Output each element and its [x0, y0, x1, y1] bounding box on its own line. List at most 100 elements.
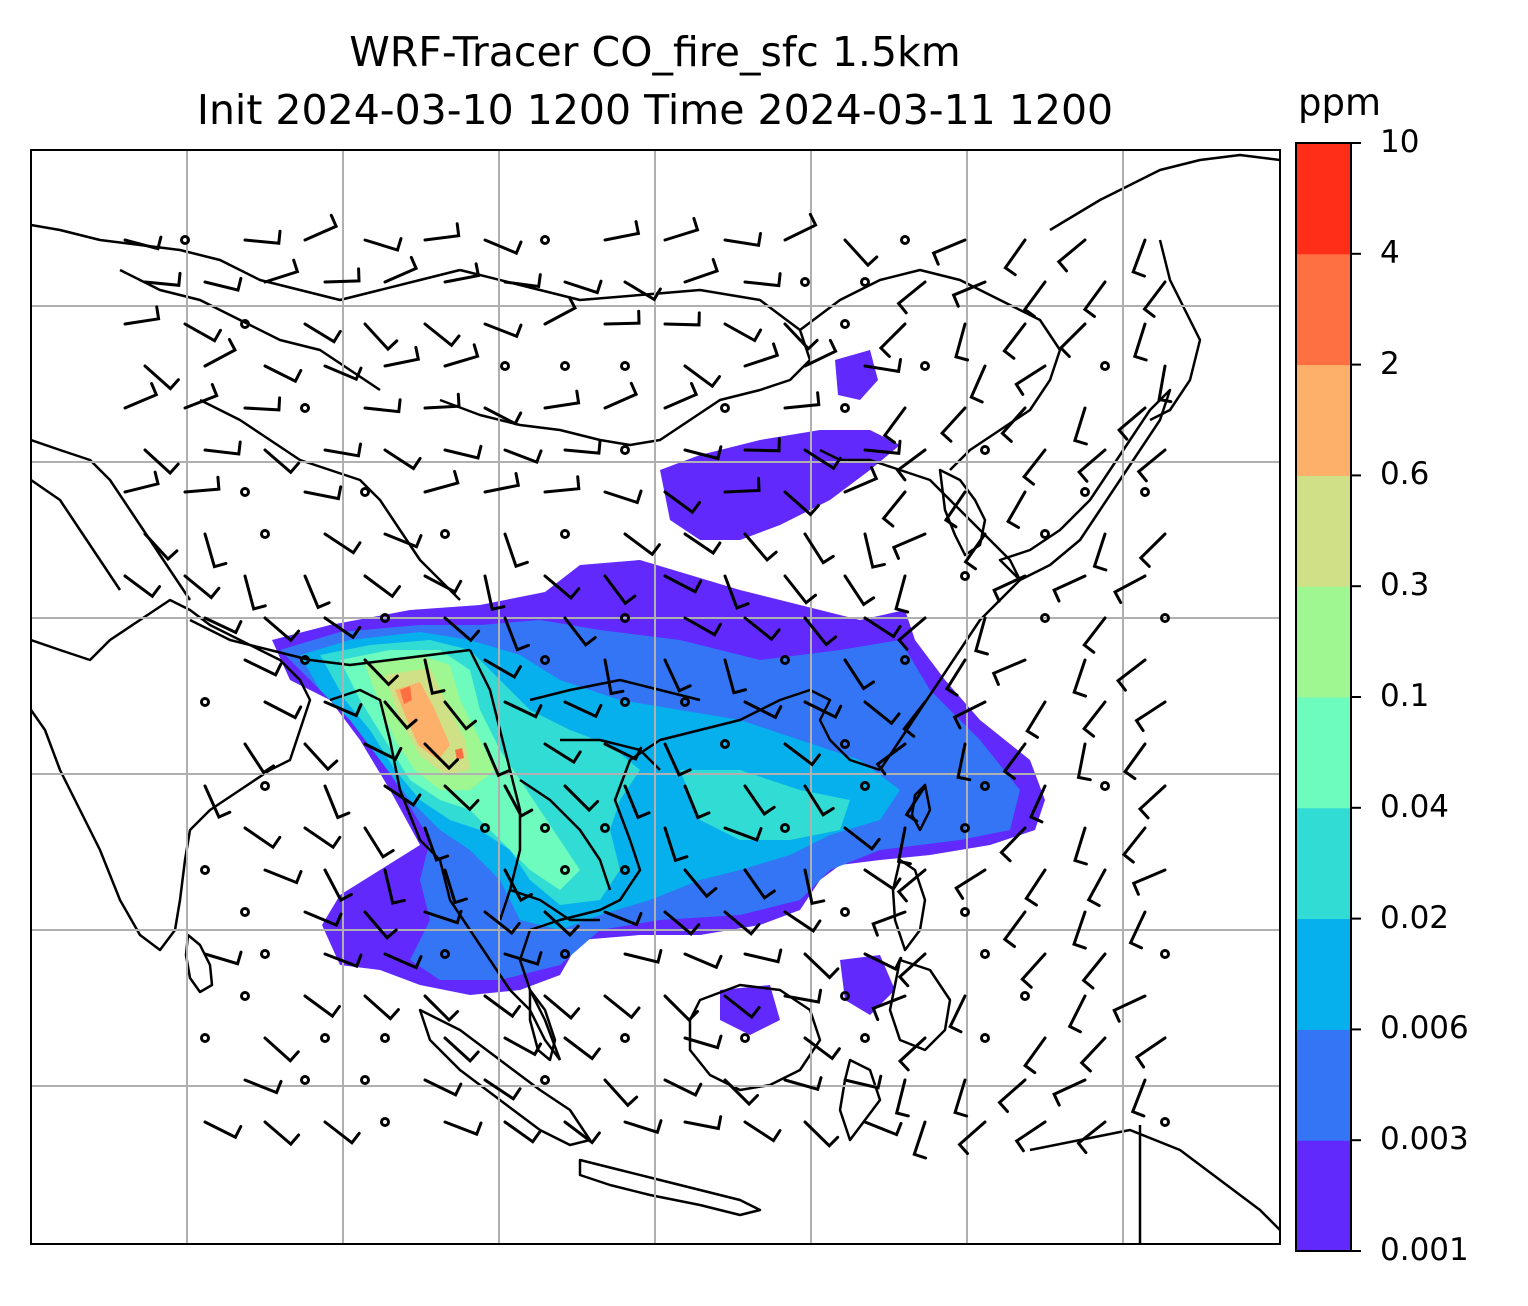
wind-barb — [803, 1036, 841, 1061]
calm-wind-marker — [180, 235, 190, 245]
calm-wind-marker — [1020, 991, 1030, 1001]
wind-barb — [743, 532, 778, 563]
plume-level-2-b — [455, 748, 464, 760]
wind-barb — [423, 392, 461, 410]
calm-wind-marker — [840, 403, 850, 413]
wind-barb — [896, 868, 927, 903]
wind-barb — [203, 440, 242, 456]
wind-barb — [743, 784, 776, 817]
colorbar-band-9 — [1296, 143, 1351, 255]
wind-barb — [623, 1119, 663, 1135]
wind-barb — [952, 700, 987, 730]
wind-barb — [423, 1078, 463, 1097]
wind-barb — [183, 574, 221, 600]
wind-barb — [843, 1074, 883, 1090]
wind-barb — [783, 574, 817, 605]
wind-barb — [723, 477, 761, 494]
wind-barb — [263, 448, 301, 475]
wind-barb — [1058, 322, 1087, 358]
calm-wind-marker — [1160, 949, 1170, 959]
calm-wind-marker — [500, 361, 510, 371]
calm-wind-marker — [840, 739, 850, 749]
wind-barb — [954, 868, 987, 900]
wind-barb — [1076, 742, 1092, 782]
wind-barb — [363, 994, 400, 1021]
wind-barb — [904, 784, 927, 823]
wind-barb — [683, 952, 723, 970]
colorbar-band-8 — [1296, 253, 1351, 366]
wind-barb — [623, 949, 663, 964]
wind-barb — [843, 574, 876, 607]
calm-wind-marker — [860, 781, 870, 791]
wind-barb — [1081, 700, 1107, 738]
wind-barb — [863, 439, 902, 455]
wind-barb — [1131, 868, 1167, 896]
wind-barb — [783, 322, 819, 351]
calm-wind-marker — [860, 277, 870, 287]
wind-barb — [663, 742, 692, 777]
calm-wind-marker — [1040, 613, 1050, 623]
calm-wind-marker — [300, 403, 310, 413]
colorbar-tick-label: 0.6 — [1380, 456, 1430, 493]
wind-barb — [803, 616, 838, 647]
wind-barb — [1073, 406, 1088, 446]
coast-india — [31, 598, 312, 952]
wind-barb — [383, 345, 421, 368]
wind-barb — [878, 322, 907, 358]
wind-barb — [1056, 238, 1087, 273]
wind-barb — [423, 658, 446, 695]
wind-barb — [999, 826, 1027, 863]
wind-barb — [743, 948, 783, 964]
wind-barb — [383, 868, 406, 905]
calm-wind-marker — [780, 655, 790, 665]
wind-barb — [443, 444, 483, 460]
calm-wind-marker — [840, 319, 850, 329]
wind-barb — [143, 271, 182, 287]
wind-barb — [1134, 700, 1167, 733]
colorbar-band-2 — [1296, 918, 1351, 1030]
calm-wind-marker — [360, 1075, 370, 1085]
wind-barb — [723, 232, 762, 248]
wind-barbs — [123, 212, 1173, 1160]
calm-wind-marker — [620, 613, 630, 623]
plume-level-2 — [400, 686, 412, 704]
wind-barb — [894, 574, 910, 614]
calm-wind-marker — [1100, 781, 1110, 791]
wind-barb — [953, 1078, 969, 1118]
colorbar-band-7 — [1296, 364, 1351, 476]
wind-barb — [443, 262, 481, 284]
wind-barb — [663, 311, 701, 327]
wind-barb — [997, 1078, 1027, 1113]
wind-barb — [543, 574, 581, 601]
calm-wind-marker — [1160, 613, 1170, 623]
wind-barb — [323, 616, 362, 640]
wind-barb — [443, 343, 480, 368]
wind-barb — [1132, 322, 1148, 362]
wind-barb — [483, 574, 506, 611]
wind-barb — [1002, 742, 1027, 780]
calm-wind-marker — [620, 865, 630, 875]
calm-wind-marker — [240, 907, 250, 917]
calm-wind-marker — [560, 361, 570, 371]
wind-barb — [603, 658, 625, 696]
calm-wind-marker — [560, 865, 570, 875]
colorbar-tick-label: 0.04 — [1380, 788, 1450, 825]
wind-barb — [1136, 448, 1167, 483]
calm-wind-marker — [960, 907, 970, 917]
wind-barb — [603, 489, 643, 505]
wind-barb — [603, 220, 641, 242]
wind-barb — [954, 322, 970, 362]
wind-barb — [383, 255, 419, 284]
wind-barb — [683, 784, 711, 820]
wind-barb — [683, 868, 718, 899]
wind-barb — [423, 222, 461, 242]
wind-barb — [1021, 448, 1047, 486]
calm-wind-marker — [840, 991, 850, 1001]
wind-barb — [423, 994, 460, 1023]
wind-barb — [743, 868, 776, 900]
coast-sea-okhotsk — [1049, 153, 1280, 232]
calm-wind-marker — [240, 487, 250, 497]
calm-wind-marker — [540, 655, 550, 665]
wind-barb — [243, 574, 267, 611]
wind-barb — [969, 364, 987, 404]
